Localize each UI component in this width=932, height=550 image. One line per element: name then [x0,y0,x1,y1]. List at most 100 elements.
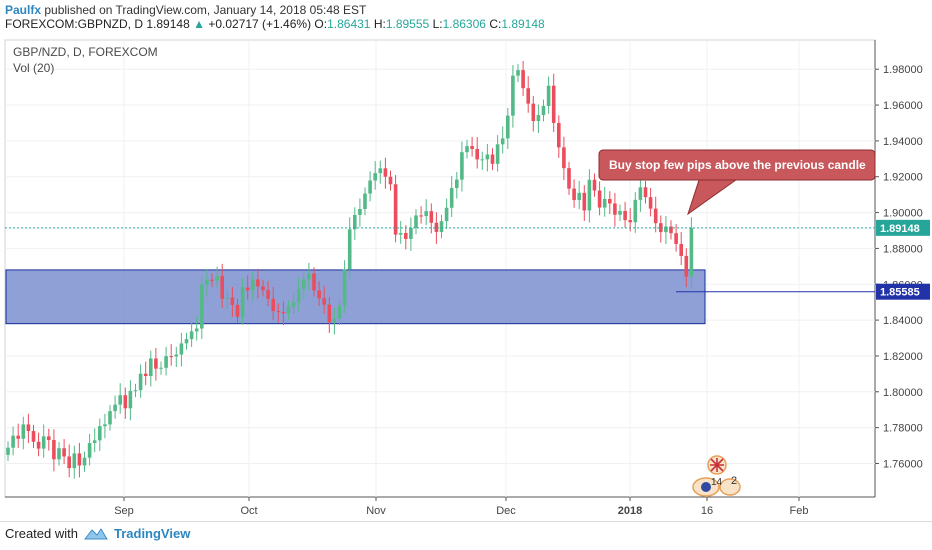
nz-flag-center-icon [701,482,711,492]
candle-down [388,176,393,185]
price-tick-label: 1.92000 [883,172,923,184]
candle-down [220,275,224,299]
candle-down [490,154,495,164]
candle-up [87,443,92,458]
candle-up [307,273,311,280]
candle-up [6,447,10,455]
candle-up [495,144,500,164]
candle-up [347,229,352,270]
time-tick-label: 16 [701,505,713,517]
candle-up [286,306,291,314]
stop-level-label: 1.85585 [880,287,920,299]
candle-up [302,279,306,289]
change-value: +0.02717 (+1.46%) [208,17,312,31]
tradingview-logo-icon [83,527,108,539]
current-price-label: 1.89148 [880,223,920,235]
candle-down [266,290,270,299]
candle-up [149,358,153,377]
candle-up [240,287,245,317]
candle-up [108,411,112,425]
candle-down [628,220,632,223]
candle-up [194,328,199,332]
candle-down [592,179,597,191]
candle-down [26,424,31,432]
candle-up [546,85,551,106]
price-tick-label: 1.94000 [883,136,923,148]
candle-down [235,304,240,317]
candle-down [31,431,36,442]
candle-down [169,356,173,358]
candle-up [57,448,61,460]
annotation-box [598,149,876,181]
candle-down [154,358,158,369]
up-arrow-icon: ▲ [193,17,205,31]
candle-down [383,168,388,177]
candle-down [143,373,148,377]
candle-down [526,88,530,104]
candle-up [133,390,138,392]
candle-up [449,188,454,208]
open-label: O: [314,17,328,31]
candle-up [118,395,122,405]
candle-down [434,222,439,232]
price-tick-label: 1.98000 [883,64,923,76]
candle-up [11,435,15,448]
candle-up [689,227,694,277]
price-tick-label: 1.96000 [883,100,923,112]
candle-up [41,436,46,449]
support-zone [5,269,706,325]
candle-up [164,356,168,368]
candle-up [368,180,372,194]
price-tick-label: 1.90000 [883,208,923,220]
candle-down [582,192,587,211]
candle-down [653,208,658,224]
candle-down [608,198,612,204]
candle-up [205,279,209,285]
candle-up [103,424,107,427]
candle-up [21,424,26,439]
candle-down [276,311,281,313]
candle-up [633,199,638,223]
candle-up [618,210,622,215]
candle-up [516,70,520,76]
candle-up [251,279,255,291]
candle-down [47,436,51,440]
candle-up [439,221,444,232]
candle-down [16,435,20,439]
quote-line: FOREXCOM:GBPNZD, D 1.89148 ▲ +0.02717 (+… [5,17,545,31]
candle-down [312,273,316,291]
author-name[interactable]: Paulfx [5,3,42,17]
candle-down [684,255,689,277]
footer: Created with TradingView [5,526,190,541]
low-value: 1.86306 [442,17,486,31]
tradingview-brand-link[interactable]: TradingView [113,526,191,541]
candle-down [271,298,275,312]
candle-down [551,85,556,123]
candle-up [82,457,87,466]
price-chart[interactable]: 1.760001.780001.800001.820001.840001.860… [0,36,932,519]
candle-up [179,343,184,355]
candle-up [358,208,362,215]
candle-down [648,197,653,209]
close-label: C: [489,17,502,31]
price-axis: 1.760001.780001.800001.820001.840001.860… [875,64,923,470]
candles [6,60,694,479]
candle-up [113,404,117,412]
candle-up [378,168,383,174]
candle-down [419,215,423,217]
candle-up [638,187,643,200]
candle-up [200,284,204,329]
candle-down [62,448,66,457]
candle-up [500,138,505,145]
candle-up [296,288,301,303]
candle-up [444,207,449,222]
candle-up [664,226,668,233]
candle-up [541,105,546,116]
events-badge-icon [719,478,741,496]
time-tick-label: Sep [114,505,134,517]
candle-down [261,286,265,291]
events-badge-label: 14 [711,477,723,488]
candle-up [373,173,377,181]
candle-up [189,331,194,340]
candle-down [572,188,576,201]
